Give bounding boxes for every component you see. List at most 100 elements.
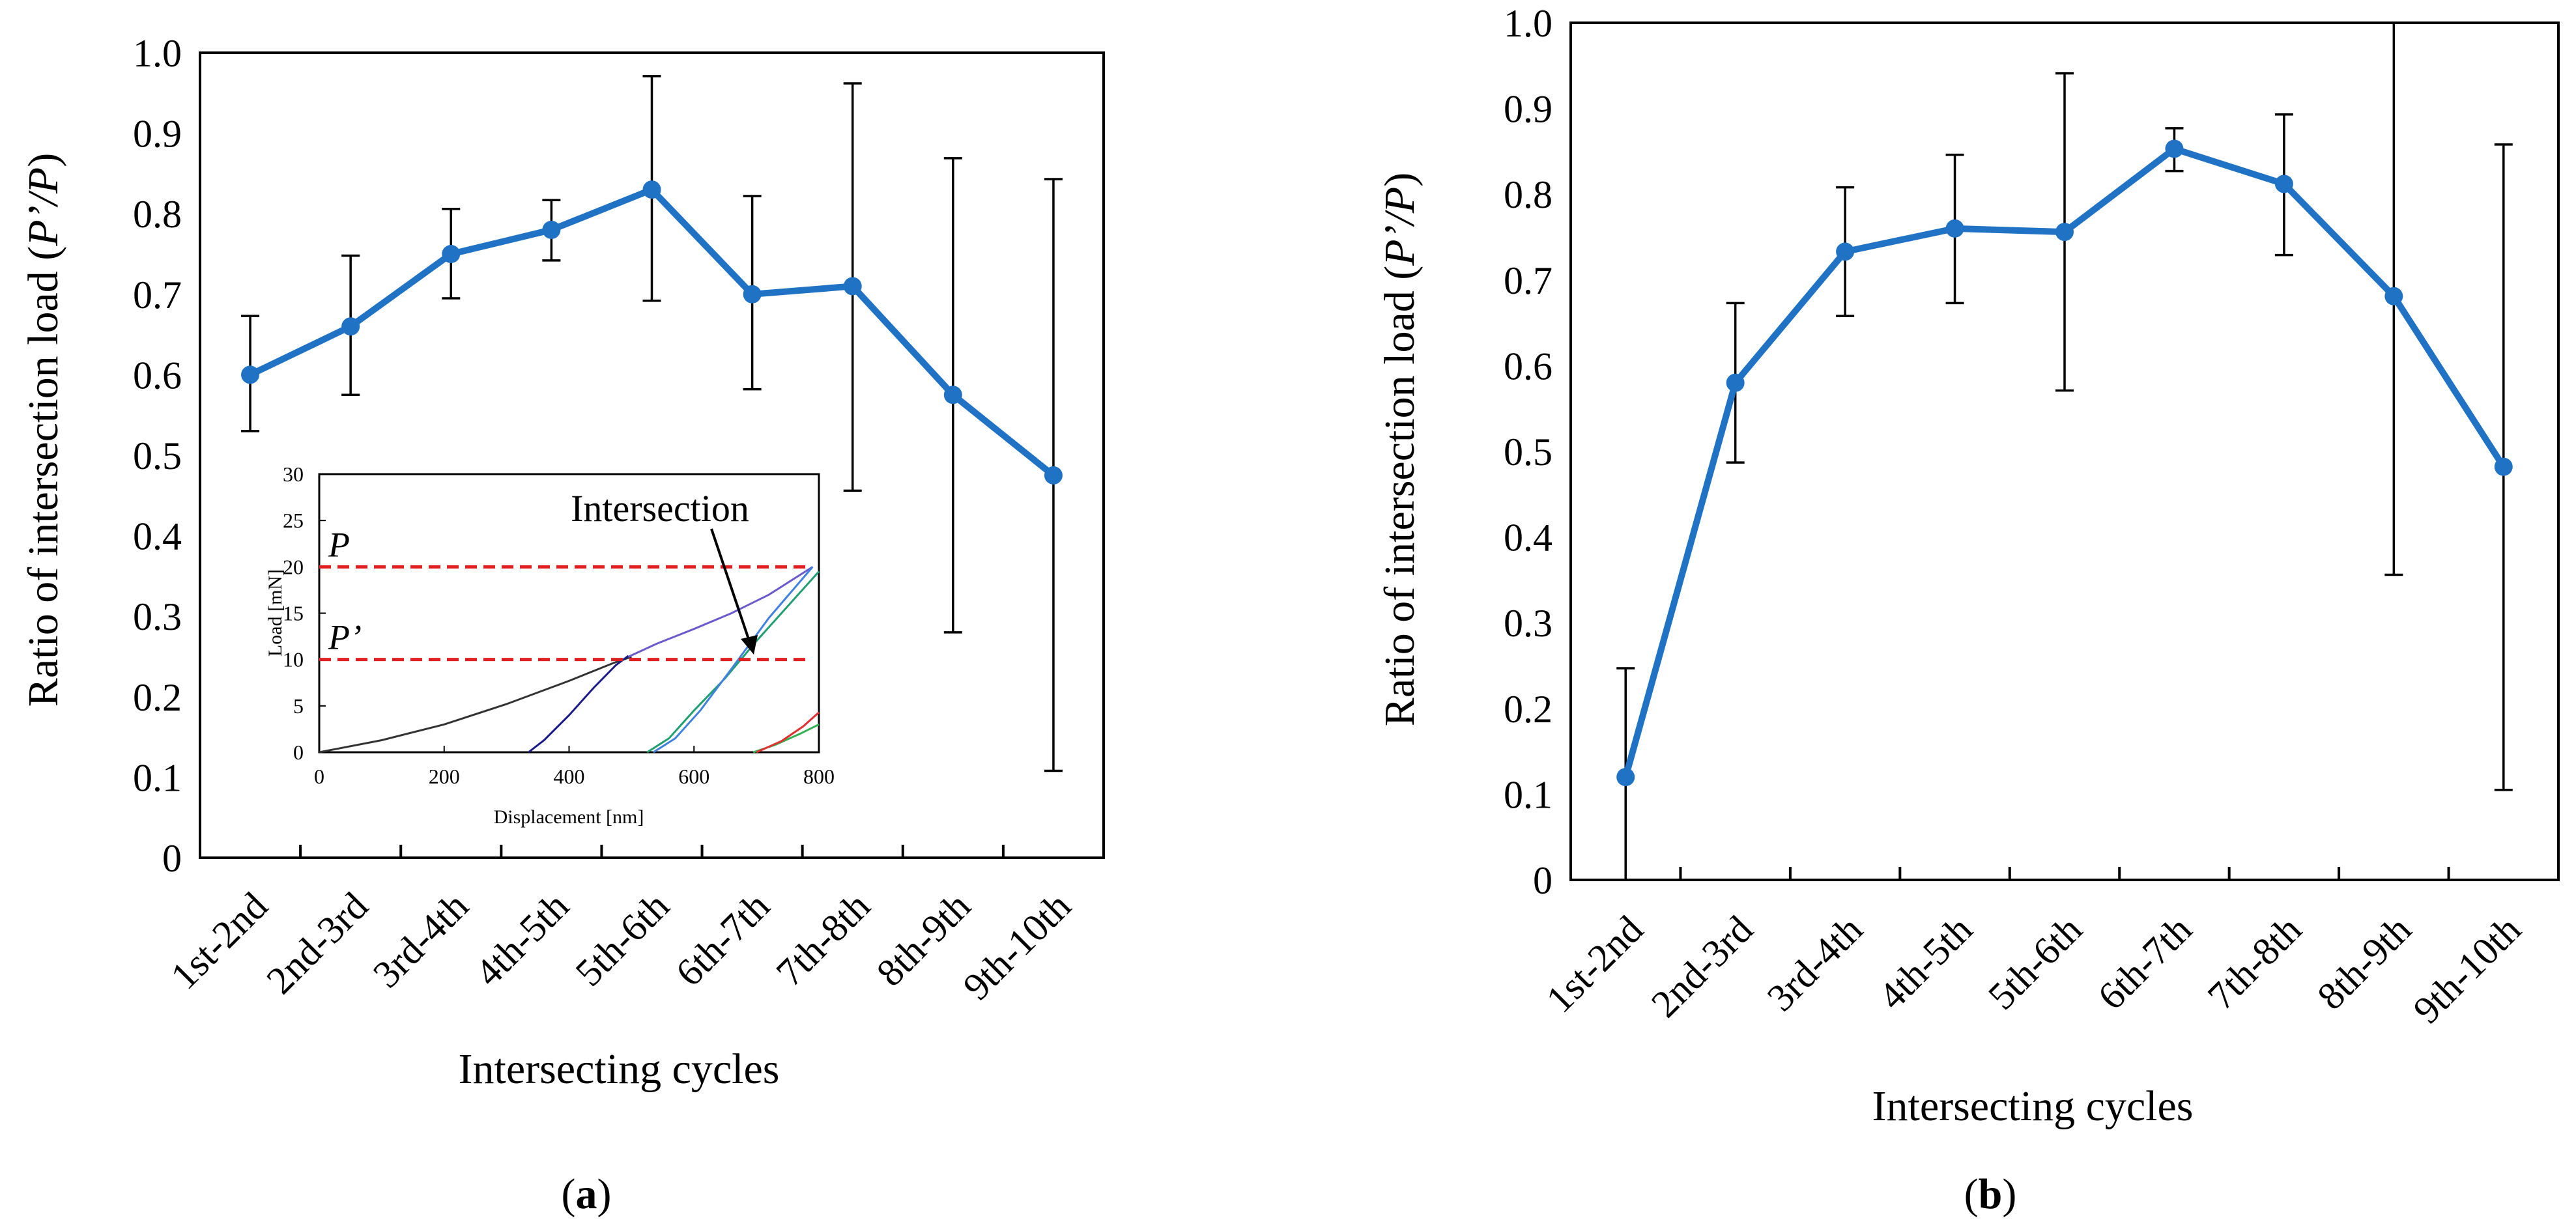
inset-y-tick-label: 10 (283, 648, 304, 671)
chart-b-category-label: 3rd-4th (1759, 908, 1871, 1020)
chart-a-category-label: 2nd-3rd (258, 884, 376, 1002)
chart-b-y-axis-label-italic: P’/P (1376, 187, 1424, 266)
chart-b-y-axis-label-text: Ratio of intersection load ( (1376, 266, 1424, 726)
chart-a-points (241, 180, 1063, 485)
chart-a-y-tick-label: 0.2 (133, 676, 182, 719)
inset-y-tick-label: 30 (283, 462, 304, 486)
chart-a-category-label: 7th-8th (768, 884, 878, 995)
panel-a-open-paren: ( (562, 1170, 576, 1218)
inset-y-tick-label: 0 (293, 741, 304, 764)
chart-a-category-label: 3rd-4th (365, 884, 477, 996)
chart-b-data-point (2494, 457, 2513, 476)
chart-b-category-label: 5th-6th (1980, 908, 2090, 1018)
chart-a-data-point (341, 317, 360, 336)
inset-x-tick-label: 800 (803, 765, 835, 788)
chart-a-y-tick-label: 1.0 (133, 32, 182, 75)
chart-a-y-axis-label: Ratio of intersection load (P’/P) (20, 153, 67, 707)
chart-a-category-label: 4th-5th (466, 884, 577, 995)
inset-annotation-intersection: Intersection (571, 487, 749, 530)
inset-curve-loading (319, 655, 632, 754)
inset-y-tick-label: 20 (283, 555, 304, 578)
chart-b-y-tick-label: 0.7 (1504, 259, 1553, 302)
chart-b-y-axis-label: Ratio of intersection load (P’/P) (1376, 173, 1424, 726)
chart-b-category-label: 1st-2nd (1538, 908, 1651, 1021)
panel-label-b: (b) (1964, 1170, 2017, 1218)
chart-b-data-point (1616, 768, 1635, 787)
chart-b-category-label: 2nd-3rd (1643, 908, 1761, 1026)
chart-b-data-point (1836, 242, 1855, 261)
inset-x-tick-label: 200 (429, 765, 460, 788)
chart-b-category-label: 8th-9th (2309, 908, 2419, 1018)
chart-a-y-tick-label: 0.3 (133, 595, 182, 638)
chart-a-data-point (743, 285, 762, 304)
inset-annotation-arrow-shaft (710, 528, 752, 645)
chart-b-y-tick-label: 0.6 (1504, 345, 1553, 388)
chart-b-category-label: 6th-7th (2089, 908, 2199, 1018)
chart-a-y-tick-label: 0.1 (133, 756, 182, 799)
chart-b-y-tick-label: 0.2 (1504, 688, 1553, 731)
inset-reference-label: P (328, 525, 350, 564)
chart-b-data-point (2384, 287, 2403, 305)
chart-b-y-tick-label: 0.8 (1504, 173, 1553, 216)
inset-y-tick-label: 25 (283, 509, 304, 532)
chart-b-y-axis-label-close: ) (1376, 173, 1424, 187)
chart-a-data-point (241, 365, 260, 384)
chart-b-error-bars (1616, 21, 2513, 881)
chart-a-y-axis-label-close: ) (20, 153, 67, 167)
chart-a: 00.10.20.30.40.50.60.70.80.91.0 1st-2nd2… (20, 32, 1105, 1218)
chart-a-x-ticks: 1st-2nd2nd-3rd3rd-4th4th-5th5th-6th6th-7… (162, 845, 1079, 1008)
chart-a-data-point (1044, 466, 1063, 485)
chart-a-category-label: 6th-7th (668, 884, 778, 995)
chart-b-data-point (1726, 373, 1745, 392)
chart-b: 0 0.1 0.2 0.3 0.4 0.5 0.6 0.7 0.8 0.9 1.0 1st-2nd2… (1376, 2, 2560, 1218)
chart-a-data-point (542, 220, 561, 239)
chart-b-data-point (2165, 139, 2184, 158)
chart-a-y-tick-label: 0.7 (133, 274, 182, 317)
chart-a-x-axis-label: Intersecting cycles (459, 1045, 780, 1093)
panel-a-letter: a (576, 1170, 597, 1218)
chart-b-data-point (2055, 223, 2074, 242)
chart-a-y-axis-label-text: Ratio of intersection load ( (20, 246, 67, 707)
inset-curve-reload-2 (528, 655, 629, 754)
panel-b-letter: b (1979, 1170, 2003, 1218)
chart-a-y-ticks: 0 0.1 0.2 0.3 0.4 0.5 0.6 0.7 0.8 0.9 1.0 (133, 32, 182, 880)
inset-x-tick-label: 400 (554, 765, 585, 788)
inset-ticks: 0 5 10 15 20 25 30 0 200 400 600 800 (283, 462, 835, 788)
chart-a-y-axis-label-italic: P’/P (20, 167, 67, 247)
chart-b-plot-frame (1569, 21, 2560, 881)
inset-curve-reload-3 (627, 566, 814, 658)
chart-a-y-tick-label: 0.9 (133, 113, 182, 156)
chart-b-y-tick-label: 1.0 (1504, 2, 1553, 45)
chart-a-data-point (943, 386, 962, 404)
chart-a-y-tick-label: 0.4 (133, 515, 182, 558)
chart-b-category-label: 4th-5th (1870, 908, 1981, 1018)
inset-x-tick-label: 600 (678, 765, 709, 788)
chart-b-y-tick-label: 0.3 (1504, 602, 1553, 645)
chart-b-y-tick-label: 0.9 (1504, 88, 1553, 131)
inset-curve-reload-7 (756, 711, 820, 754)
chart-a-y-tick-label: 0.5 (133, 434, 182, 477)
panel-b-close-paren: ) (2002, 1170, 2016, 1218)
chart-a-category-label: 9th-10th (955, 884, 1079, 1008)
chart-b-x-axis-label: Intersecting cycles (1872, 1082, 2194, 1130)
inset-y-axis-label: Load [mN] (265, 569, 286, 657)
chart-a-y-tick-label: 0 (162, 837, 182, 880)
chart-b-y-ticks: 0 0.1 0.2 0.3 0.4 0.5 0.6 0.7 0.8 0.9 1.0 (1504, 2, 1553, 902)
inset-reference-label: P’ (328, 618, 362, 657)
panel-b-open-paren: ( (1964, 1170, 1979, 1218)
inset-annotation-arrow-head (741, 635, 758, 655)
chart-b-category-label: 9th-10th (2405, 908, 2529, 1032)
chart-a-category-label: 1st-2nd (162, 884, 276, 998)
chart-b-points (1616, 139, 2513, 787)
chart-a-data-point (642, 180, 661, 199)
inset-y-tick-label: 5 (293, 694, 304, 718)
panel-label-a: (a) (562, 1170, 612, 1218)
chart-b-data-point (2274, 175, 2293, 193)
inset-x-axis-label: Displacement [nm] (494, 806, 644, 828)
chart-a-plot-frame (199, 51, 1105, 859)
inset-reference-lines: P P’ (319, 525, 812, 662)
